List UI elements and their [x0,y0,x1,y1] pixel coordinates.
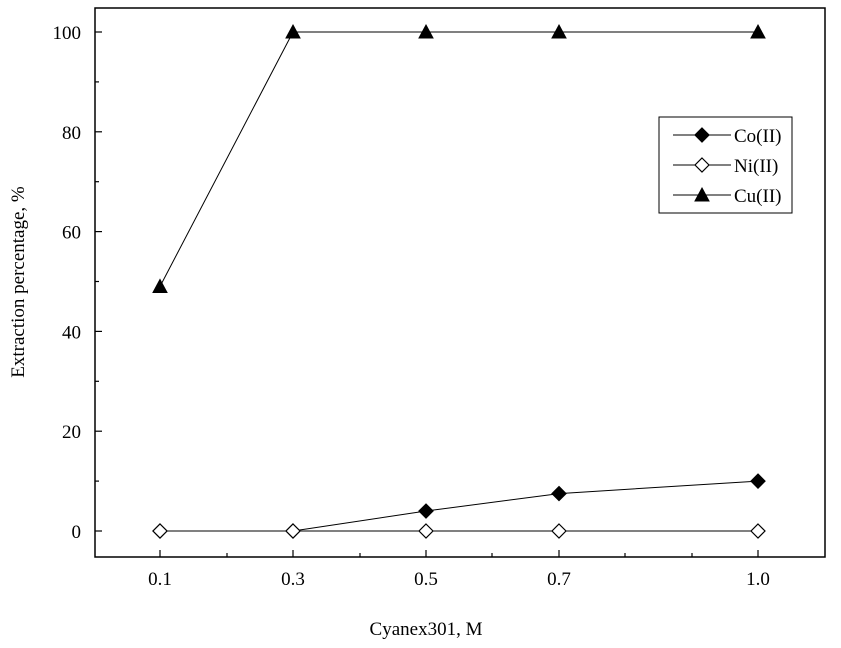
y-tick-label: 100 [53,23,82,44]
x-axis-ticks [159,550,759,557]
x-tick-label: 0.7 [547,569,571,590]
legend-label: Co(II) [734,126,781,147]
legend-item-co-ii: Co(II) [673,126,781,147]
cu-ii-point [750,23,766,39]
y-tick-label: 0 [72,522,82,543]
legend-item-ni-ii: Ni(II) [673,156,778,177]
cu-ii-point [152,278,168,293]
cu-ii-point [551,23,567,39]
ni-ii-point [285,523,301,539]
series-lines [159,31,759,532]
series-markers [152,23,766,539]
x-tick-label: 0.3 [281,569,305,590]
y-axis-ticks [95,31,102,532]
legend-label: Ni(II) [734,156,778,177]
y-axis-tick-labels: 0 20 40 60 80 100 [53,23,82,543]
legend-marker [694,127,710,143]
ni-ii-point [152,523,168,539]
legend-items: Co(II) Ni(II) Cu(II) [673,126,781,207]
legend-label: Cu(II) [734,186,781,207]
x-axis-tick-labels: 0.1 0.3 0.5 0.7 1.0 [148,569,770,590]
legend-item-cu-ii: Cu(II) [673,186,781,207]
y-tick-label: 20 [62,422,81,443]
co-ii-point [551,485,567,502]
legend-marker [694,186,710,202]
y-tick-label: 80 [62,123,81,144]
cu-ii-point [285,23,301,39]
ni-ii-point [551,523,567,539]
co-ii-point [418,503,434,519]
ni-ii-point [418,523,434,539]
co-ii-series-line [160,480,759,532]
y-axis-title: Extraction percentage, % [8,186,29,378]
co-ii-point [750,473,766,489]
y-tick-label: 40 [62,322,81,343]
legend-marker [694,157,710,173]
x-tick-label: 1.0 [746,569,770,590]
y-tick-label: 60 [62,223,81,244]
plot-frame [94,7,826,558]
x-tick-label: 0.5 [414,569,438,590]
legend: Co(II) Ni(II) Cu(II) [658,116,793,214]
ni-ii-point [750,523,766,539]
cu-ii-point [418,23,434,39]
x-axis-title: Cyanex301, M [370,619,483,640]
x-tick-label: 0.1 [148,569,172,590]
